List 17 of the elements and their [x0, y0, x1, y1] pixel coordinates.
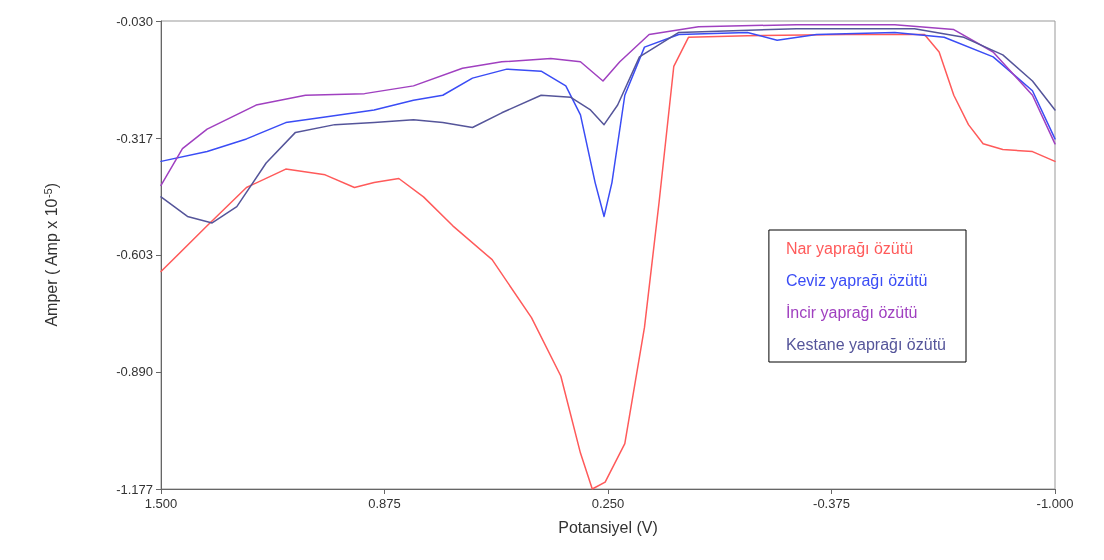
- text: Nar yaprağı özütü: [785, 239, 914, 257]
- text: Ceviz yaprağı özütü: [785, 271, 928, 289]
- y-tick-label: -0.890: [116, 364, 153, 380]
- x-axis-title: Potansiyel (V): [558, 518, 658, 536]
- line-series: [160, 23, 1056, 187]
- x-tick-label: -1.000: [1036, 496, 1074, 511]
- y-tick-label: -0.317: [116, 130, 153, 146]
- y-tick-label: -0.030: [116, 13, 153, 29]
- y-tick-label: -1.177: [116, 481, 153, 497]
- x-tick-label: 1.500: [144, 496, 178, 511]
- x-tick-label: 0.250: [591, 496, 625, 511]
- text: İncir yaprağı özütü: [785, 302, 918, 321]
- y-tick-label: -0.603: [116, 247, 153, 263]
- y-axis-title: Amper ( Amp x 10-5): [41, 182, 60, 327]
- x-tick-label: -0.375: [813, 496, 850, 511]
- text: Kestane yaprağı özütü: [785, 335, 946, 353]
- x-tick-label: 0.875: [368, 496, 401, 511]
